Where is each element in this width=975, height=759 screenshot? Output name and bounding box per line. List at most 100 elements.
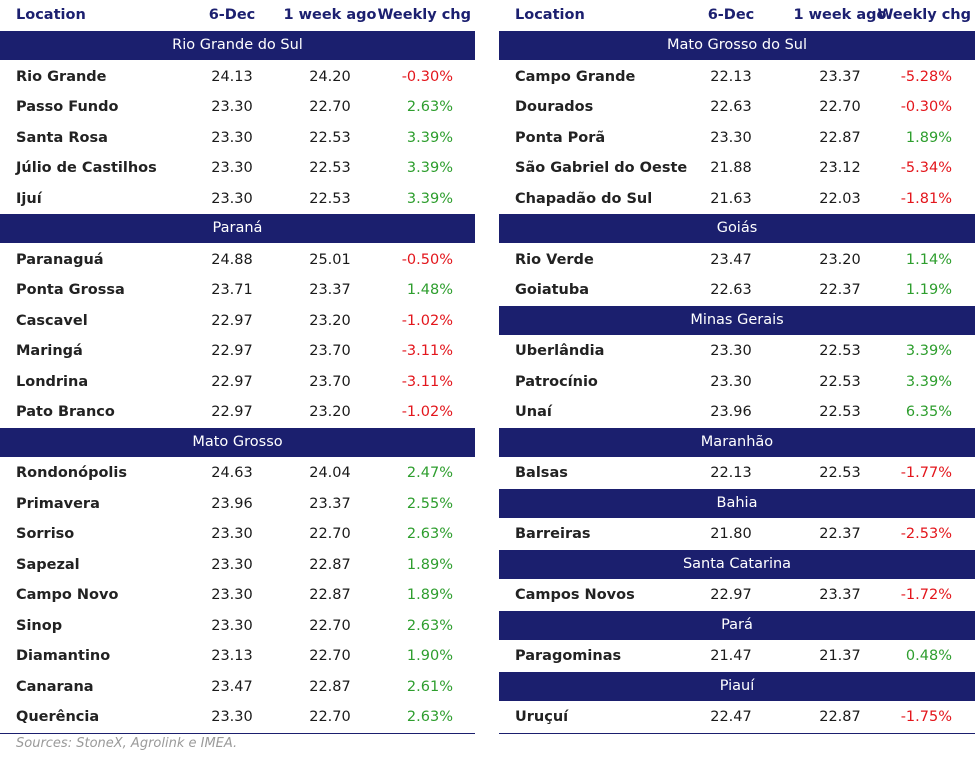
- weekly-change: -0.50%: [401, 251, 453, 268]
- weekly-change: -2.53%: [900, 526, 952, 542]
- price-week-ago: 23.70: [309, 373, 351, 390]
- location: Campo Grande: [515, 68, 636, 85]
- price-current: 23.30: [710, 129, 752, 146]
- price-current: 22.13: [710, 68, 752, 85]
- price-current: 22.97: [211, 343, 253, 359]
- price-current: 22.97: [211, 373, 253, 390]
- weekly-change: 1.19%: [905, 282, 952, 298]
- price-current: 23.30: [211, 709, 253, 725]
- column-header: Location: [515, 7, 585, 23]
- location: Rio Grande: [16, 68, 107, 85]
- price-week-ago: 24.20: [309, 68, 351, 85]
- weekly-change: 2.63%: [406, 709, 453, 725]
- weekly-change: 0.48%: [905, 648, 952, 664]
- section-header: Maranhão: [499, 427, 975, 457]
- price-week-ago: 22.87: [309, 678, 351, 695]
- price-week-ago: 22.53: [819, 404, 861, 420]
- price-week-ago: 24.04: [309, 465, 351, 481]
- location: Sapezal: [16, 556, 80, 573]
- location: Querência: [16, 709, 100, 725]
- price-week-ago: 22.53: [309, 190, 351, 207]
- bottom-rule: [0, 732, 475, 734]
- weekly-change: 1.89%: [406, 587, 453, 603]
- price-week-ago: 22.70: [309, 99, 351, 115]
- price-week-ago: 22.37: [819, 282, 861, 298]
- price-week-ago: 22.03: [819, 190, 861, 207]
- weekly-change: 3.39%: [905, 343, 952, 359]
- price-week-ago: 22.53: [309, 129, 351, 146]
- price-week-ago: 23.37: [309, 282, 351, 298]
- weekly-change: 1.89%: [905, 129, 952, 146]
- price-current: 23.13: [211, 648, 253, 664]
- price-current: 21.88: [710, 160, 752, 176]
- section-header: Minas Gerais: [499, 305, 975, 335]
- price-week-ago: 25.01: [309, 251, 351, 268]
- weekly-change: -1.72%: [900, 587, 952, 603]
- location: Paragominas: [515, 648, 622, 664]
- price-week-ago: 23.20: [309, 312, 351, 329]
- section-header: Goiás: [499, 214, 975, 243]
- location: Cascavel: [16, 312, 88, 329]
- price-week-ago: 22.53: [819, 343, 861, 359]
- price-week-ago: 23.37: [819, 68, 861, 85]
- price-week-ago: 22.87: [819, 129, 861, 146]
- price-current: 21.80: [710, 526, 752, 542]
- price-current: 22.13: [710, 465, 752, 481]
- price-week-ago: 22.87: [309, 556, 351, 573]
- location: Goiatuba: [515, 282, 590, 298]
- price-week-ago: 22.70: [819, 99, 861, 115]
- location: Diamantino: [16, 648, 111, 664]
- price-current: 23.96: [211, 495, 253, 512]
- weekly-change: 6.35%: [905, 404, 952, 420]
- weekly-change: -0.30%: [900, 99, 952, 115]
- weekly-change: 1.14%: [905, 251, 952, 268]
- location: Londrina: [16, 373, 89, 390]
- section-header: Pará: [499, 610, 975, 640]
- weekly-change: 3.39%: [406, 160, 453, 176]
- price-week-ago: 22.70: [309, 526, 351, 542]
- location: Uberlândia: [515, 343, 605, 359]
- location: Pato Branco: [16, 404, 115, 420]
- section-header: Mato Grosso do Sul: [499, 31, 975, 60]
- location: Maringá: [16, 343, 83, 359]
- price-week-ago: 22.53: [309, 160, 351, 176]
- section-header: Paraná: [0, 214, 475, 243]
- price-current: 21.47: [710, 648, 752, 664]
- location: Chapadão do Sul: [515, 190, 653, 207]
- location: Rio Verde: [515, 251, 594, 268]
- column-header: Weekly chg: [377, 7, 471, 23]
- location: Santa Rosa: [16, 129, 108, 146]
- price-week-ago: 22.53: [819, 465, 861, 481]
- column-header: 1 week ago: [793, 7, 887, 23]
- section-header: Santa Catarina: [499, 549, 975, 579]
- weekly-change: 1.89%: [406, 556, 453, 573]
- price-current: 23.30: [211, 160, 253, 176]
- price-week-ago: 22.87: [819, 709, 861, 725]
- weekly-change: 3.39%: [406, 190, 453, 207]
- price-week-ago: 21.37: [819, 648, 861, 664]
- section-header: Piauí: [499, 671, 975, 701]
- price-current: 23.30: [710, 343, 752, 359]
- price-week-ago: 22.87: [309, 587, 351, 603]
- weekly-change: -1.02%: [401, 312, 453, 329]
- column-header: Weekly chg: [877, 7, 971, 23]
- section-header: Rio Grande do Sul: [0, 31, 475, 60]
- weekly-change: -5.28%: [900, 68, 952, 85]
- price-current: 22.63: [710, 99, 752, 115]
- location: Primavera: [16, 495, 100, 512]
- price-current: 24.88: [211, 251, 253, 268]
- location: Ponta Porã: [515, 129, 606, 146]
- weekly-change: -1.75%: [900, 709, 952, 725]
- price-week-ago: 22.70: [309, 617, 351, 634]
- price-current: 23.30: [211, 556, 253, 573]
- price-current: 22.63: [710, 282, 752, 298]
- price-current: 23.30: [211, 587, 253, 603]
- price-week-ago: 23.12: [819, 160, 861, 176]
- weekly-change: 2.63%: [406, 526, 453, 542]
- section-header: Mato Grosso: [0, 427, 475, 457]
- price-week-ago: 22.70: [309, 709, 351, 725]
- weekly-change: -1.77%: [900, 465, 952, 481]
- weekly-change: 1.90%: [406, 648, 453, 664]
- location: Rondonópolis: [16, 465, 127, 481]
